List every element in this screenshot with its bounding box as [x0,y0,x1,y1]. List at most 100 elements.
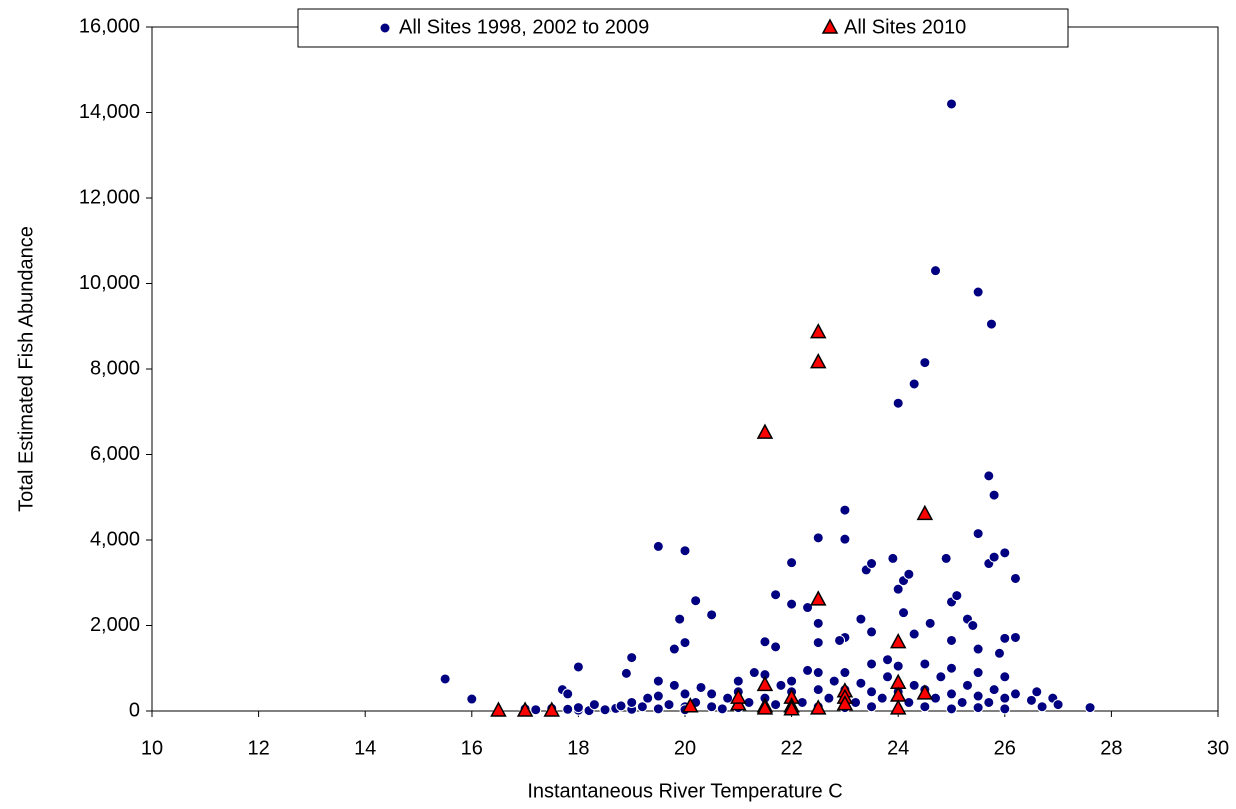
x-tick-label: 26 [994,737,1016,759]
point [809,699,827,715]
point [1009,631,1021,643]
point [439,673,451,685]
point [802,664,814,676]
legend-marker [379,22,391,34]
point [562,703,574,715]
point [972,286,984,298]
point [898,607,910,619]
point [946,634,957,646]
point [972,528,984,540]
point [809,590,827,606]
point [562,688,574,700]
point [855,613,867,625]
point [956,696,968,708]
point [903,696,915,708]
point [626,652,638,664]
point [716,703,728,715]
point [695,681,707,693]
point [802,602,814,614]
point [967,620,979,631]
y-tick-label: 8,000 [90,357,140,379]
x-tick-label: 10 [141,737,163,759]
point [946,703,957,715]
point [988,489,1000,501]
point [783,700,800,716]
point [543,701,561,717]
point [972,702,984,714]
x-tick-label: 20 [674,737,696,759]
point [892,397,904,409]
point [961,679,973,691]
point [682,697,699,713]
point [892,660,904,672]
x-tick-label: 22 [780,737,802,759]
point [935,671,947,683]
point [972,643,984,655]
point [889,673,907,689]
x-axis-label: Instantaneous River Temperature C [527,780,842,802]
point [722,692,734,704]
point [466,693,478,705]
point [706,688,718,700]
point [924,617,936,629]
point [916,684,934,700]
point [919,701,931,713]
point [882,671,894,683]
y-tick-label: 10,000 [79,272,140,294]
point [809,353,827,369]
y-tick-label: 0 [129,699,140,721]
point [652,690,664,702]
point [674,613,686,625]
point [1036,701,1048,713]
x-tick-label: 12 [247,737,269,759]
x-tick-label: 16 [461,737,483,759]
x-tick-label: 14 [354,737,376,759]
point [770,699,782,711]
point [732,675,744,687]
point [834,634,846,646]
y-tick-label: 2,000 [90,614,140,636]
point [946,662,957,674]
point [812,637,824,649]
point [866,686,878,698]
point [999,671,1011,683]
x-tick-label: 18 [567,737,589,759]
point [876,692,888,704]
point [855,677,867,689]
point [951,590,963,602]
point [993,647,1005,659]
point [1084,702,1096,714]
x-tick-label: 28 [1100,737,1122,759]
point [706,609,718,621]
point [770,641,782,653]
y-tick-label: 6,000 [90,443,140,465]
point [908,679,920,691]
point [972,667,984,679]
point [786,598,798,610]
point [988,684,1000,696]
point [882,654,894,666]
point [866,558,878,570]
point [775,679,787,691]
point [652,675,664,687]
point [985,318,997,330]
point [1031,686,1043,698]
point [759,636,771,648]
point [812,684,824,696]
point [839,504,851,516]
point [940,552,952,564]
point [839,667,851,679]
point [999,547,1011,559]
point [615,700,627,712]
y-tick-label: 4,000 [90,528,140,550]
point [756,699,774,715]
point [690,595,702,607]
plot-area [151,26,1219,712]
point [972,690,984,702]
point [652,540,664,552]
legend-marker [821,18,839,34]
point [866,658,878,670]
x-tick-label: 30 [1207,737,1229,759]
point [903,568,915,580]
point [636,701,648,713]
